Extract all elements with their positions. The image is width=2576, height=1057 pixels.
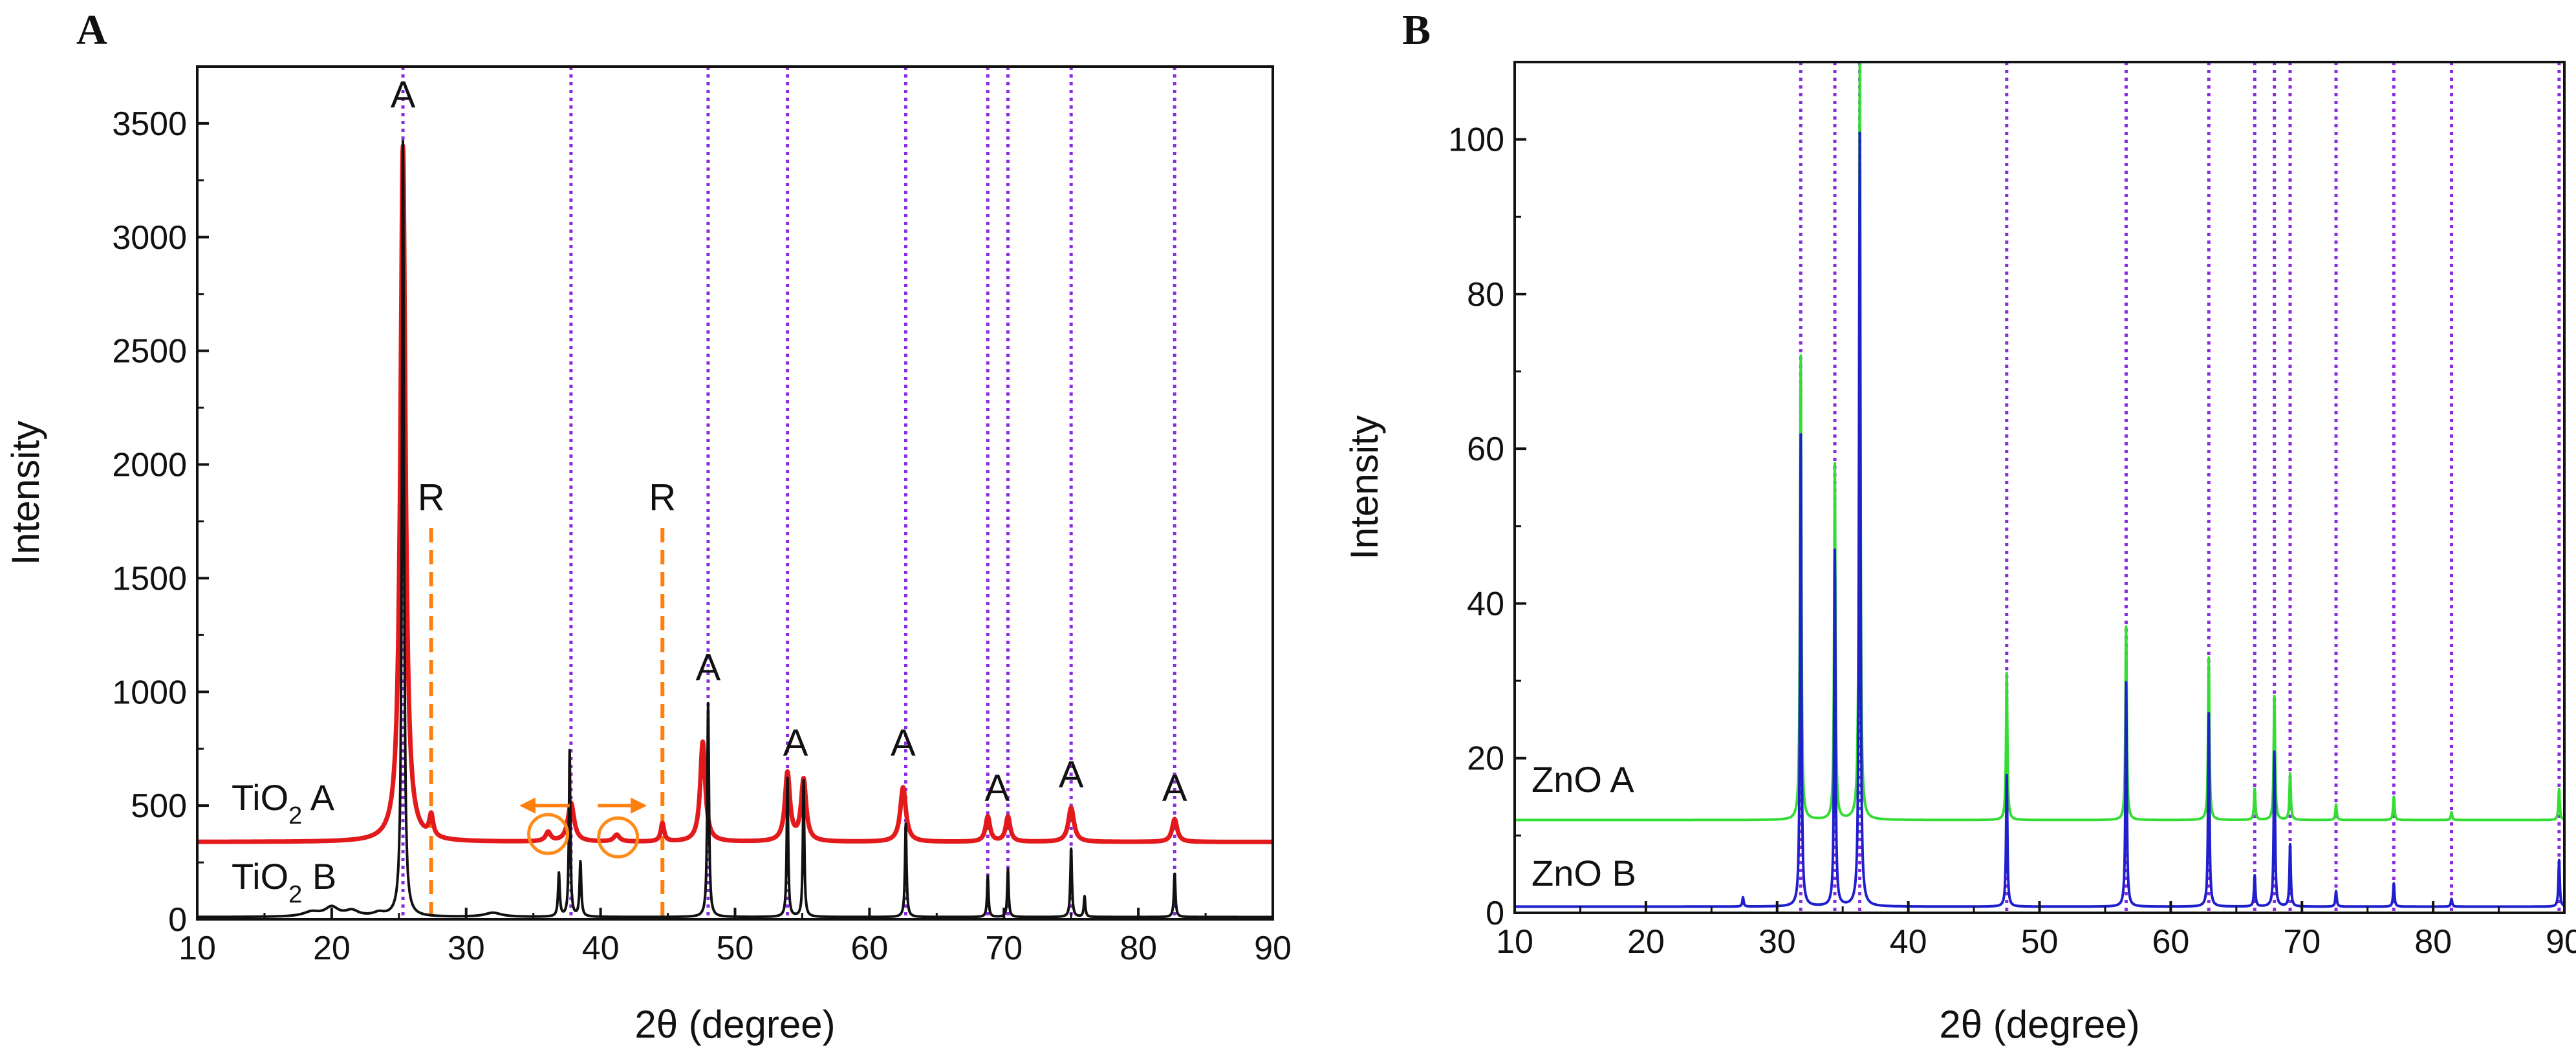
x-tick-label: 80 (1120, 930, 1157, 967)
y-tick-label: 100 (1448, 122, 1504, 159)
x-tick-label: 10 (1496, 923, 1533, 961)
y-axis-label: Intensity (1343, 415, 1386, 559)
panel-b-letter: B (1402, 6, 1431, 54)
x-tick-label: 60 (2152, 923, 2189, 961)
y-tick-label: 2500 (112, 333, 187, 370)
chart-panel-a: 10 20 30 40 50 60 70 80 90 0 500 1000 1500 2000 2500 30… (4, 65, 1292, 1046)
y-tick-label: 60 (1467, 431, 1504, 468)
x-tick-label: 30 (1759, 923, 1796, 961)
x-axis-label: 2θ (degree) (1939, 1003, 2139, 1046)
peak-label: A (1162, 767, 1187, 809)
plot-frame (196, 65, 1274, 921)
y-tick-label: 1500 (112, 560, 187, 597)
x-tick-label: 10 (179, 930, 216, 967)
peak-label: A (985, 767, 1010, 809)
y-tick-label: 0 (168, 901, 187, 939)
series-label-tio2-a: TiO2 A (232, 777, 335, 829)
x-tick-label: 90 (2546, 923, 2576, 961)
series-label-zno-a: ZnO A (1532, 759, 1634, 800)
peak-label: A (1059, 754, 1084, 796)
y-tick-label: 500 (131, 787, 187, 825)
series-line-zno-a (1513, 61, 2566, 822)
peak-label: A (696, 647, 721, 689)
highlight-circle (597, 816, 640, 859)
peak-label: A (891, 722, 916, 764)
peak-label: R (649, 476, 676, 518)
x-tick-label: 40 (582, 930, 620, 967)
series-line-tio2-a (195, 144, 1275, 844)
y-tick-label: 3000 (112, 219, 187, 257)
plot-frame (1513, 61, 2566, 914)
series-line-tio2-b (196, 140, 1274, 919)
x-tick-label: 60 (850, 930, 888, 967)
x-tick-label: 30 (448, 930, 485, 967)
series-line-zno-b (1513, 131, 2566, 908)
peak-label: A (783, 722, 808, 764)
highlight-circle (527, 813, 570, 855)
x-tick-label: 70 (2283, 923, 2321, 961)
peak-label: A (391, 74, 416, 116)
x-axis-label: 2θ (degree) (634, 1003, 835, 1046)
y-tick-label: 2000 (112, 447, 187, 484)
x-tick-label: 50 (2021, 923, 2059, 961)
y-tick-label: 20 (1467, 740, 1504, 778)
series-label-tio2-b: TiO2 B (232, 856, 336, 908)
panel-a-letter: A (76, 6, 107, 54)
chart-panel-b: 10 20 30 40 50 60 70 80 90 0 20 40 60 80 100 2θ (degree… (1343, 61, 2576, 1046)
x-tick-label: 40 (1890, 923, 1927, 961)
y-axis-label: Intensity (4, 421, 47, 565)
y-tick-label: 40 (1467, 585, 1504, 623)
x-tick-label: 20 (1627, 923, 1665, 961)
y-tick-label: 80 (1467, 276, 1504, 314)
y-tick-label: 0 (1486, 895, 1504, 932)
x-tick-label: 70 (985, 930, 1023, 967)
x-tick-label: 80 (2414, 923, 2452, 961)
y-tick-label: 3500 (112, 105, 187, 143)
series-label-zno-b: ZnO B (1532, 853, 1636, 893)
x-tick-label: 50 (717, 930, 754, 967)
x-tick-label: 20 (313, 930, 351, 967)
peak-label: R (418, 476, 445, 518)
x-tick-label: 90 (1254, 930, 1292, 967)
y-tick-label: 1000 (112, 674, 187, 711)
